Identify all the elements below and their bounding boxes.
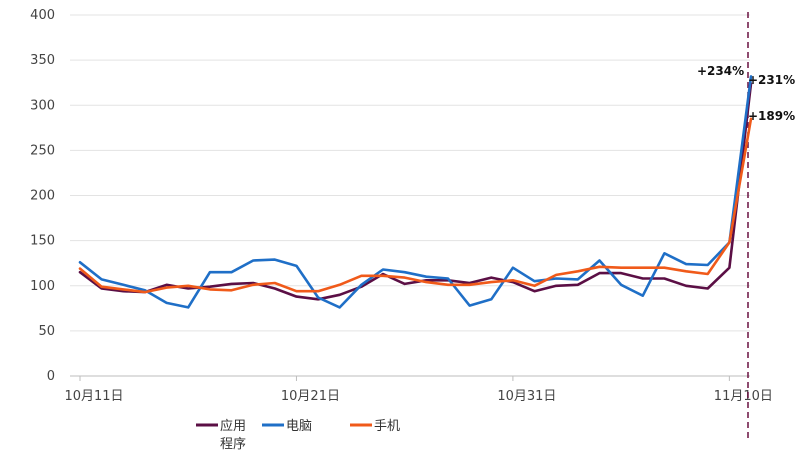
change-annotation: +189% — [748, 109, 795, 123]
series-lines — [78, 75, 753, 309]
legend-label: 应用程序 — [220, 418, 246, 452]
x-axis: 10月11日 10月21日 10月31日 11月10日 — [64, 376, 773, 404]
y-tick-label: 250 — [30, 143, 55, 158]
x-tick-label: 11月10日 — [714, 389, 773, 404]
y-tick-label: 150 — [30, 234, 55, 249]
y-tick-label: 50 — [38, 324, 55, 339]
y-tick-label: 100 — [30, 279, 55, 294]
y-axis: 0 50 100 150 200 250 300 350 400 — [30, 8, 55, 384]
legend: 应用程序 电脑 手机 — [196, 418, 400, 452]
legend-label: 手机 — [374, 419, 400, 434]
legend-item: 电脑 — [262, 419, 312, 434]
x-tick-label: 10月31日 — [497, 389, 556, 404]
x-tick-label: 10月11日 — [64, 389, 123, 404]
x-tick-label: 10月21日 — [281, 389, 340, 404]
series-line-2 — [78, 117, 753, 294]
change-annotation: +231% — [748, 73, 795, 87]
y-tick-label: 400 — [30, 8, 55, 23]
series-line-1 — [78, 75, 753, 309]
legend-label: 电脑 — [286, 419, 312, 434]
y-tick-label: 0 — [47, 369, 55, 384]
grid-lines — [70, 14, 750, 377]
y-tick-label: 200 — [30, 189, 55, 204]
series-line-0 — [78, 82, 753, 301]
legend-item: 手机 — [350, 419, 400, 434]
y-tick-label: 300 — [30, 98, 55, 113]
y-tick-label: 350 — [30, 53, 55, 68]
legend-item: 应用程序 — [196, 418, 246, 452]
annotations: +234% +231% +189% — [697, 64, 795, 123]
change-annotation: +234% — [697, 64, 744, 78]
